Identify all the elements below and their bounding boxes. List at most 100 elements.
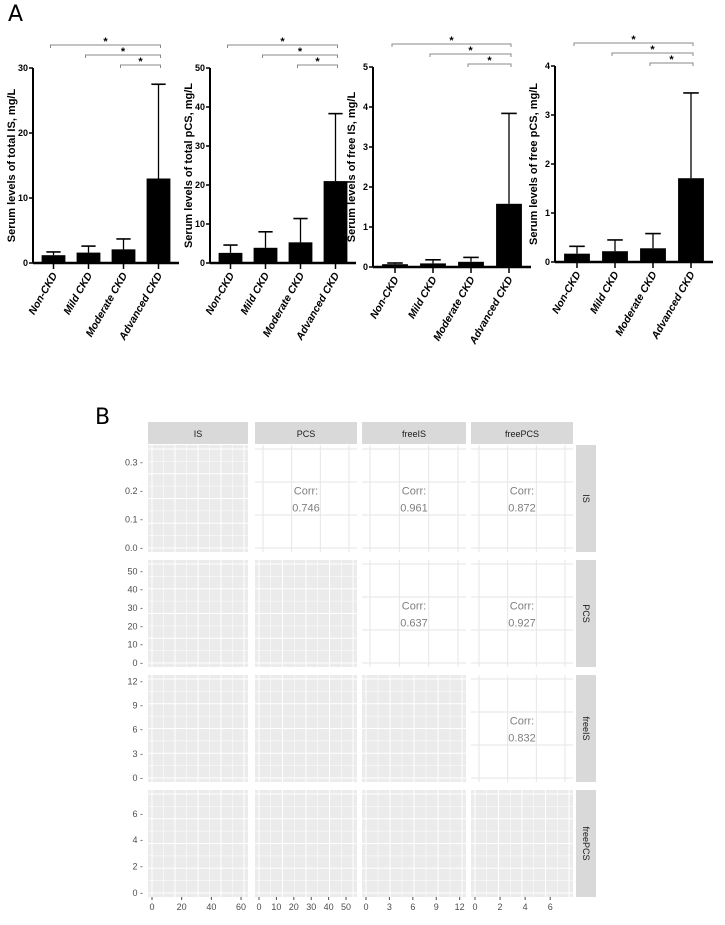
category-label: Non-CKD: [550, 269, 584, 316]
y-tick-label: 3: [363, 142, 368, 152]
x-tick-label: 50: [341, 902, 351, 912]
x-tick-label: 0: [149, 902, 154, 912]
y-tick-label: 50 -: [127, 566, 143, 576]
y-tick-label: 4: [545, 61, 550, 71]
bar: [420, 263, 446, 267]
x-tick-label: 30: [306, 902, 316, 912]
significance-star: *: [650, 44, 655, 56]
y-tick-label: 2: [363, 182, 368, 192]
column-strip-freePCS: [471, 422, 573, 444]
bar: [41, 255, 66, 263]
y-axis-label: Serum levels of total IS, mg/L: [6, 89, 18, 243]
corr-value: 0.961: [400, 503, 428, 515]
y-tick-label: 0.1 -: [125, 514, 143, 524]
y-tick-label: 2 -: [132, 862, 143, 872]
y-tick-label: 40: [195, 102, 205, 112]
category-label: Mild CKD: [588, 269, 622, 316]
y-tick-label: 0 -: [132, 888, 143, 898]
row-strip-label: PCS: [581, 604, 591, 623]
x-tick-label: 12: [455, 902, 465, 912]
x-tick-label: 40: [206, 902, 216, 912]
y-axis-label: Serum levels of free IS, mg/L: [346, 92, 358, 243]
column-strip-label: IS: [194, 429, 203, 439]
y-tick-label: 0: [200, 258, 205, 268]
x-tick-label: 20: [177, 902, 187, 912]
y-tick-label: 6 -: [132, 809, 143, 819]
y-tick-label: 0.2 -: [125, 486, 143, 496]
matrix-cell-PCS-freeIS: Corr: 0.637: [362, 560, 466, 667]
matrix-cell-IS-PCS: Corr: 0.746: [255, 445, 357, 552]
y-tick-label: 3: [545, 110, 550, 120]
x-tick-label: 40: [324, 902, 334, 912]
y-tick-label: 30 -: [127, 603, 143, 613]
x-tick-label: 20: [289, 902, 299, 912]
y-tick-label: 5: [363, 62, 368, 72]
x-tick-label: 0: [256, 902, 261, 912]
corr-label: Corr:: [510, 716, 534, 728]
y-tick-label: 10 -: [127, 640, 143, 650]
column-strip-freeIS: [362, 422, 466, 444]
y-tick-label: 30: [18, 63, 28, 73]
y-tick-label: 50: [195, 63, 205, 73]
row-strip-label: IS: [581, 494, 591, 503]
bar: [146, 178, 171, 263]
corr-label: Corr:: [402, 486, 426, 498]
y-axis-label: Serum levels of free pCS, mg/L: [528, 83, 540, 245]
x-tick-label: 6: [410, 902, 415, 912]
category-label: Mild CKD: [61, 270, 95, 317]
y-tick-label: 12 -: [127, 676, 143, 686]
y-tick-label: 1: [545, 208, 550, 218]
bar: [76, 252, 101, 263]
y-tick-label: 0.3 -: [125, 457, 143, 467]
matrix-cell-IS-freeIS: Corr: 0.961: [362, 445, 466, 552]
column-strip-label: freeIS: [402, 429, 426, 439]
corr-label: Corr:: [402, 601, 426, 613]
matrix-cell-PCS-freePCS: Corr: 0.927: [471, 560, 573, 667]
x-tick-label: 6: [548, 902, 553, 912]
bar: [253, 247, 278, 263]
column-strip-IS: [148, 422, 248, 444]
significance-star: *: [487, 55, 492, 67]
row-strip-freePCS: [576, 790, 596, 897]
corr-label: Corr:: [294, 486, 318, 498]
bar-chart-3: Serum levels of free IS, mg/L 0 1 2 3 4 5 Non-C…: [346, 35, 531, 347]
y-tick-label: 9 -: [132, 701, 143, 711]
y-tick-label: 10: [195, 219, 205, 229]
category-label: Non-CKD: [203, 270, 237, 317]
significance-star: *: [280, 36, 285, 48]
corr-value: 0.832: [508, 733, 536, 745]
significance-star: *: [669, 54, 674, 66]
significance-star: *: [138, 56, 143, 68]
significance-star: *: [103, 36, 108, 48]
x-tick-label: 3: [387, 902, 392, 912]
y-tick-label: 40 -: [127, 585, 143, 595]
corr-label: Corr:: [510, 486, 534, 498]
column-strip-PCS: [255, 422, 357, 444]
corr-label: Corr:: [510, 601, 534, 613]
category-label: Mild CKD: [238, 270, 272, 317]
row-strip-label: freePCS: [581, 826, 591, 860]
column-strip-label: freePCS: [505, 429, 539, 439]
panel-b-label: B: [95, 405, 111, 430]
x-tick-label: 4: [523, 902, 528, 912]
bar: [602, 251, 628, 262]
bar: [640, 248, 666, 262]
significance-star: *: [631, 34, 636, 46]
bar: [678, 178, 704, 262]
y-tick-label: 0: [363, 262, 368, 272]
category-label: Mild CKD: [406, 274, 440, 321]
y-tick-label: 0: [545, 257, 550, 267]
significance-star: *: [468, 45, 473, 57]
significance-star: *: [315, 56, 320, 68]
y-tick-label: 0 -: [132, 658, 143, 668]
bar: [458, 261, 484, 267]
bar: [496, 203, 522, 267]
y-tick-label: 4: [363, 102, 368, 112]
y-tick-label: 3 -: [132, 749, 143, 759]
row-strip-IS: [576, 445, 596, 552]
panel-b-scatter-matrix: IS PCS freeIS freePCS IS PCS freeIS freePCS Corr…: [125, 422, 596, 912]
panel-a-label: A: [8, 2, 24, 27]
corr-value: 0.927: [508, 618, 536, 630]
category-label: Non-CKD: [368, 274, 402, 321]
x-tick-label: 9: [434, 902, 439, 912]
